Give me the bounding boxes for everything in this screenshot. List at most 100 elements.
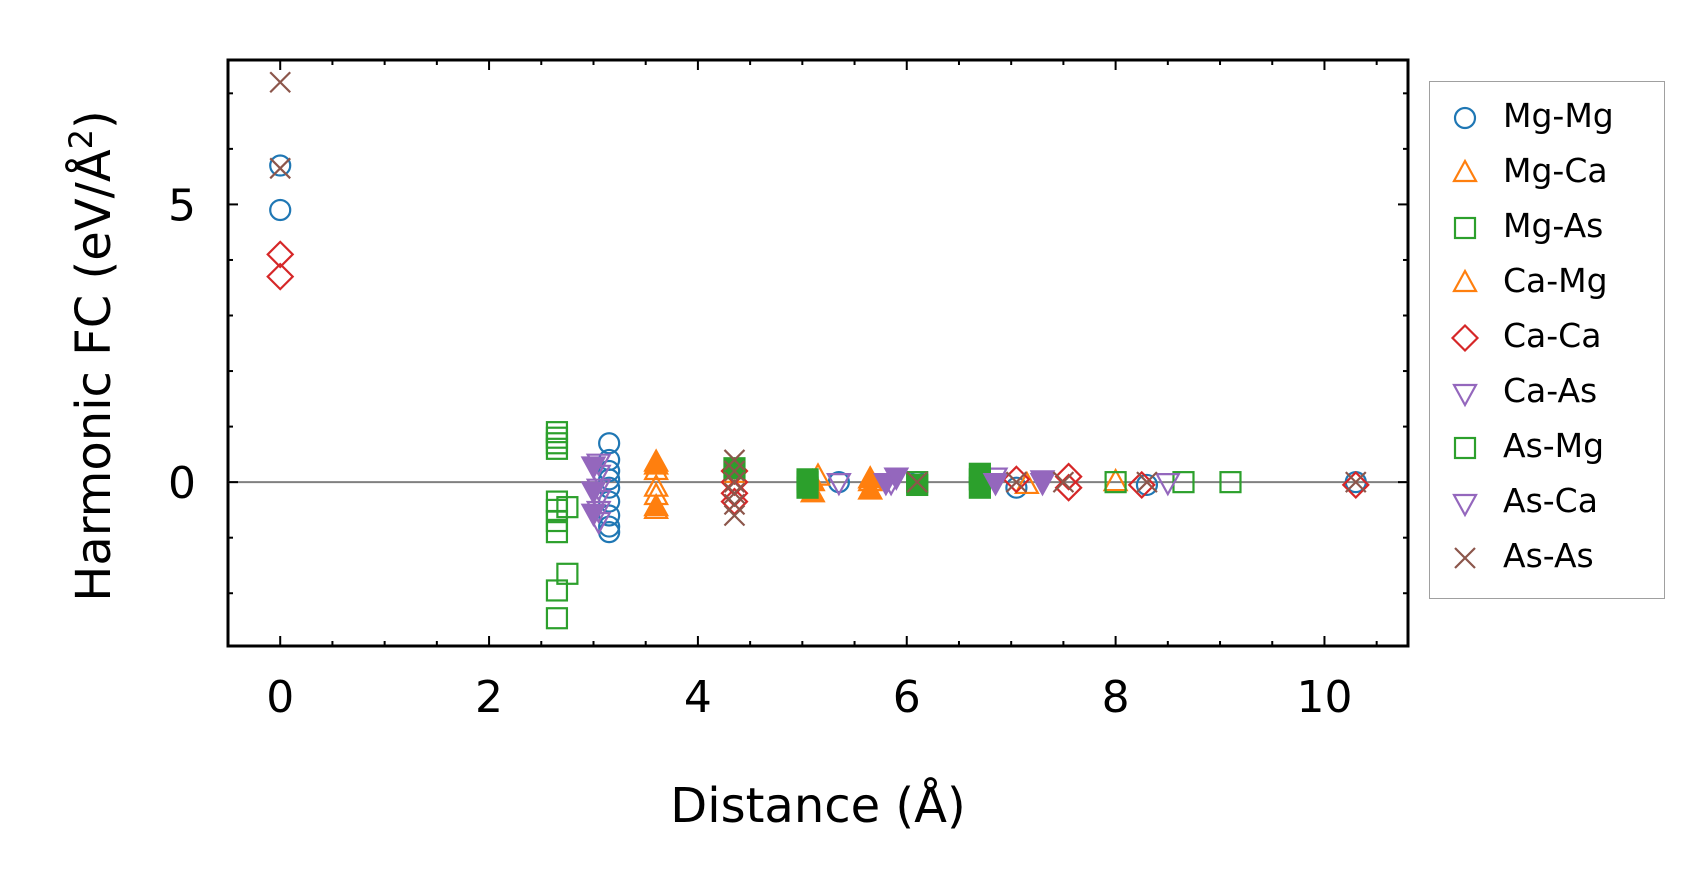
axis-tick-labels: 0 2 4 6 8 10 0 5 <box>168 180 1352 723</box>
y-tick-label: 5 <box>168 180 196 231</box>
data-point <box>982 473 1009 497</box>
data-point <box>269 198 292 222</box>
data-point <box>643 492 670 517</box>
data-point <box>266 262 295 291</box>
data-point <box>269 71 291 93</box>
data-point <box>1345 471 1367 493</box>
legend-marker-shape <box>1453 216 1477 240</box>
data-point <box>723 482 746 505</box>
data-point <box>1127 470 1156 499</box>
data-point <box>545 521 569 544</box>
legend-item-mg-as: Mg-As <box>1430 198 1664 248</box>
data-point <box>1102 467 1129 492</box>
data-point <box>580 481 607 505</box>
legend-marker <box>1450 323 1480 353</box>
legend-label: Mg-As <box>1503 206 1604 245</box>
legend-marker-shape <box>1452 158 1478 183</box>
legend-item-mg-mg: Mg-Mg <box>1430 88 1664 138</box>
legend-marker-shape <box>1452 268 1478 293</box>
data-point <box>1341 470 1370 499</box>
data-point <box>269 157 291 180</box>
data-point <box>796 476 819 499</box>
data-point <box>1013 470 1040 495</box>
data-point <box>598 432 621 455</box>
data-point <box>266 240 295 269</box>
legend-item-mg-ca: Mg-Ca <box>1430 143 1664 193</box>
data-point <box>1219 471 1242 494</box>
data-point <box>723 460 746 482</box>
data-markers <box>266 71 1370 630</box>
legend-label: Ca-Ca <box>1503 316 1602 355</box>
data-point <box>1005 476 1028 499</box>
legend-marker <box>1453 106 1477 130</box>
legend-marker-shape <box>1453 436 1477 460</box>
y-axis-label-main: Harmonic FC (eV/Å <box>65 149 122 602</box>
x-axis-label: Distance (Å) <box>670 777 965 834</box>
legend-marker-shape <box>1452 383 1478 408</box>
series-as-mg <box>723 457 991 499</box>
data-point <box>556 496 579 519</box>
data-point <box>580 503 607 527</box>
data-point <box>968 476 991 499</box>
data-point <box>643 451 670 475</box>
series-as-as <box>269 71 1367 527</box>
data-point <box>857 476 884 500</box>
data-point <box>723 471 746 493</box>
legend-marker <box>1452 383 1478 408</box>
legend-label: Ca-Mg <box>1503 261 1608 300</box>
x-tick-label: 0 <box>266 672 294 723</box>
data-point <box>826 473 852 497</box>
legend-label: As-Ca <box>1503 481 1598 520</box>
legend-item-ca-mg: Ca-Mg <box>1430 253 1664 303</box>
data-point <box>906 473 929 497</box>
legend-item-as-ca: As-Ca <box>1430 473 1664 523</box>
data-point <box>1136 471 1158 493</box>
data-point <box>723 504 746 527</box>
x-tick-label: 8 <box>1102 672 1130 723</box>
data-point <box>723 493 746 516</box>
legend-item-ca-as: Ca-As <box>1430 363 1664 413</box>
series-as-ca <box>580 456 1056 527</box>
data-point <box>545 432 569 455</box>
data-point <box>1054 473 1083 502</box>
data-point <box>1029 470 1056 494</box>
legend-item-as-as: As-As <box>1430 528 1664 578</box>
axis-ticks <box>227 60 1408 646</box>
data-point <box>269 154 292 177</box>
data-point <box>1005 471 1028 493</box>
data-point <box>545 579 569 602</box>
legend-marker-shape <box>1453 106 1477 130</box>
legend-item-ca-ca: Ca-Ca <box>1430 308 1664 358</box>
legend: Mg-Mg Mg-Ca Mg-As Ca-Mg Ca-Ca Ca-As As-Mg As-Ca… <box>1429 81 1665 599</box>
data-point <box>598 515 621 538</box>
legend-marker <box>1452 158 1478 183</box>
data-point <box>1104 471 1127 494</box>
legend-marker-shape <box>1452 493 1478 518</box>
series-ca-mg <box>643 451 884 517</box>
y-tick-label: 0 <box>168 458 196 509</box>
data-point <box>1002 465 1031 494</box>
x-tick-label: 2 <box>475 672 503 723</box>
legend-label: As-As <box>1503 536 1594 575</box>
legend-item-as-mg: As-Mg <box>1430 418 1664 468</box>
x-tick-label: 4 <box>684 672 712 723</box>
y-axis-label-superscript: 2 <box>62 129 100 149</box>
plot-frame <box>226 58 1410 648</box>
series-mg-as <box>545 421 1242 630</box>
data-point <box>1052 471 1075 493</box>
series-ca-as <box>585 453 1181 536</box>
data-point <box>1054 462 1083 491</box>
y-axis-label-close: ) <box>66 110 122 129</box>
legend-label: Mg-Mg <box>1503 96 1614 135</box>
data-point <box>545 437 569 460</box>
data-point <box>545 607 569 630</box>
legend-marker-shape <box>1454 547 1476 569</box>
data-point <box>1135 473 1159 497</box>
legend-marker <box>1453 436 1477 460</box>
legend-marker <box>1452 268 1478 293</box>
data-point <box>723 457 746 480</box>
data-point <box>545 426 569 449</box>
plot-area: 0 2 4 6 8 10 0 5 <box>168 58 1410 723</box>
data-point <box>580 456 607 480</box>
